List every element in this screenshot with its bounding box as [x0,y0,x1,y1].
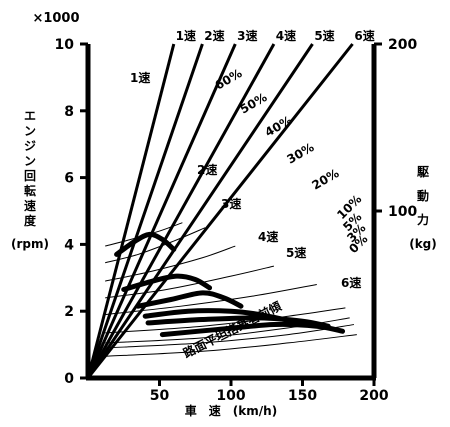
y-left-label-char: 速 [24,198,36,213]
drive-force-curve-2速 [121,273,213,292]
resistance-label-30pct: 30% [285,140,317,166]
y-right-tick-label: 100 [388,204,417,220]
gear-line-label-5速: 5速 [314,28,334,43]
drive-force-label-3速: 3速 [221,196,241,211]
gear-line-2速 [86,43,204,379]
gear-line-label-3速: 3速 [237,28,257,43]
resistance-curve-0pct [105,334,357,357]
y-left-tick-label: 8 [64,104,74,120]
y-left-label-char: ン [24,154,36,168]
resistance-label-60pct: 60% [213,66,245,92]
left-multiplier-label: ×1000 [32,11,79,26]
y-right-label-unit: (kg) [409,237,437,251]
gear-line-3速 [86,43,237,379]
x-tick-label: 200 [359,388,388,404]
x-axis-label: 車 速 (km/h) [185,403,277,418]
gear-line-label-4速: 4速 [276,28,296,43]
drive-force-label-6速: 6速 [341,275,361,290]
y-left-label-unit: (rpm) [11,237,49,251]
drive-force-curve-6速 [159,321,346,338]
drive-force-label-2速: 2速 [197,162,217,177]
gear-line-label-2速: 2速 [204,28,224,43]
y-left-label-char: 転 [24,183,36,198]
drive-force-label-5速: 5速 [286,245,306,260]
y-left-label-char: エ [24,109,36,123]
y-left-label-char: ン [24,124,36,138]
gear-line-5速 [86,43,314,379]
y-right-label-char: 力 [417,212,429,227]
gear-line-label-1速: 1速 [176,28,196,43]
gear-line-1速 [86,43,176,379]
resistance-curve-20pct [105,283,317,316]
resistance-curve-10pct [105,307,346,334]
drive-force-label-1速: 1速 [130,70,150,85]
y-left-tick-label: 4 [64,237,74,253]
drive-force-curve-3速 [135,290,244,309]
y-left-tick-label: 0 [64,371,74,387]
drive-force-label-4速: 4速 [258,229,278,244]
y-right-label-char: 駆 [417,164,429,179]
resistance-label-20pct: 20% [310,166,342,192]
y-left-tick-label: 10 [55,37,75,53]
y-left-label-char: 回 [24,169,36,183]
y-right-label-char: 動 [417,188,429,203]
y-left-label-char: 度 [24,213,37,228]
drive-force-curve-5速 [145,315,331,329]
x-tick-label: 50 [150,388,170,404]
gear-line-4速 [86,43,276,379]
gear-line-label-6速: 6速 [354,28,374,43]
x-tick-label: 100 [216,388,245,404]
y-left-tick-label: 6 [64,171,74,187]
drive-force-curve-1速 [114,231,177,257]
y-left-tick-label: 2 [64,304,74,320]
x-tick-label: 150 [288,388,317,404]
y-left-label-char: ジ [24,139,36,153]
y-right-tick-label: 200 [388,37,417,53]
gear-line-6速 [86,43,354,379]
